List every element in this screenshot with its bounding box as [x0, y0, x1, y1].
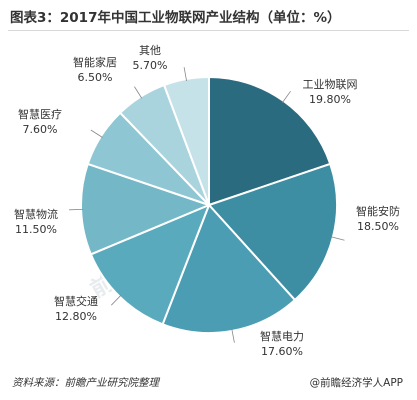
leader-line: [282, 90, 291, 103]
leader-line: [330, 236, 345, 241]
leader-line: [231, 328, 235, 343]
title-divider: [8, 30, 409, 31]
slice-name-label: 其他: [139, 44, 161, 57]
source-note: 资料来源：前瞻产业研究院整理: [12, 377, 159, 389]
slice-name-label: 工业物联网: [303, 77, 358, 91]
slice-name-label: 智能安防: [356, 204, 400, 218]
leader-line: [134, 86, 143, 99]
slice-value-label: 7.60%: [23, 123, 58, 136]
leader-line: [90, 129, 103, 138]
pie-slices: [80, 75, 338, 334]
credit-note: @前瞻经济学人APP: [309, 377, 403, 389]
leader-line: [183, 67, 187, 82]
slice-value-label: 18.50%: [357, 220, 399, 233]
slice-value-label: 12.80%: [55, 310, 97, 323]
leader-line: [111, 294, 122, 306]
slice-name-label: 智慧医疗: [18, 107, 62, 121]
slice-value-label: 5.70%: [133, 59, 168, 72]
slice-name-label: 智慧交通: [54, 294, 98, 308]
chart-title: 图表3：2017年中国工业物联网产业结构（单位：%）: [10, 10, 341, 26]
slice-name-label: 智能家居: [73, 55, 117, 69]
slice-value-label: 17.60%: [261, 345, 303, 358]
slice-name-label: 智慧物流: [14, 207, 58, 221]
slice-labels: 工业物联网 19.80% 智能安防 18.50% 智慧电力 17.60% 智慧交通 12.80…: [14, 44, 400, 358]
slice-name-label: 智慧电力: [260, 329, 304, 343]
slice-value-label: 11.50%: [15, 223, 57, 236]
slice-value-label: 19.80%: [309, 93, 351, 106]
slice-value-label: 6.50%: [78, 71, 113, 84]
leader-lines: [69, 67, 345, 343]
